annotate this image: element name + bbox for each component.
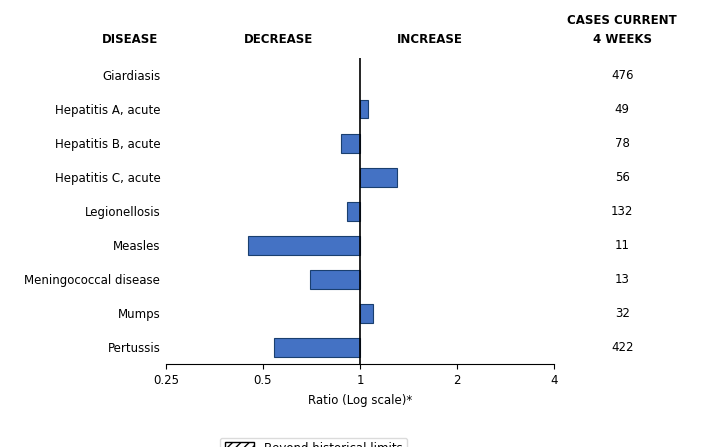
Text: 32: 32	[615, 307, 630, 320]
Text: INCREASE: INCREASE	[397, 33, 463, 46]
Legend: Beyond historical limits: Beyond historical limits	[220, 438, 407, 447]
Bar	[340, 134, 360, 152]
Text: 11: 11	[615, 239, 630, 252]
X-axis label: Ratio (Log scale)*: Ratio (Log scale)*	[308, 394, 412, 407]
Bar	[360, 100, 369, 118]
Bar	[310, 270, 360, 289]
Text: 78: 78	[615, 137, 630, 150]
Text: 476: 476	[611, 69, 633, 82]
Text: 13: 13	[615, 273, 630, 286]
Text: 422: 422	[611, 341, 633, 354]
Text: DECREASE: DECREASE	[244, 33, 313, 46]
Text: CASES CURRENT: CASES CURRENT	[568, 14, 677, 28]
Bar	[249, 236, 360, 255]
Text: 132: 132	[611, 205, 633, 218]
Text: 56: 56	[615, 171, 630, 184]
Text: 4 WEEKS: 4 WEEKS	[592, 33, 652, 46]
Bar	[360, 168, 397, 186]
Bar	[360, 304, 373, 323]
Text: DISEASE: DISEASE	[102, 33, 158, 46]
Text: 49: 49	[615, 103, 630, 116]
Bar	[347, 202, 360, 220]
Bar	[274, 338, 360, 357]
